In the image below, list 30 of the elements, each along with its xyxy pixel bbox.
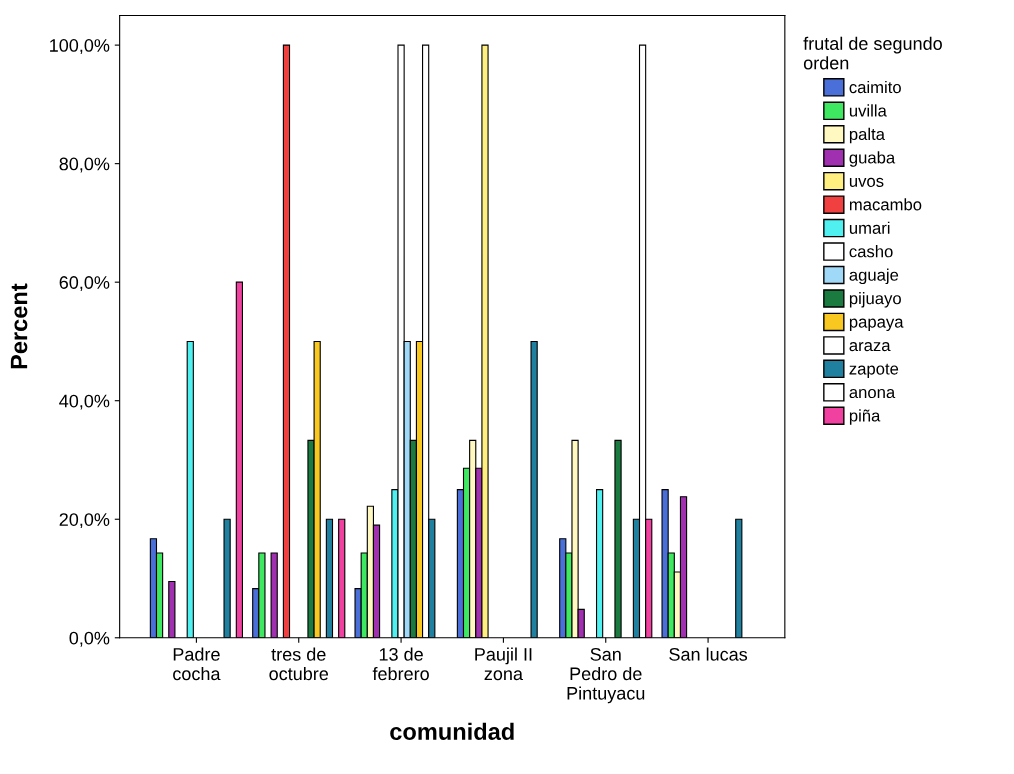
x-tick-label: Padre cocha bbox=[173, 647, 221, 681]
legend-label: guaba bbox=[849, 151, 896, 167]
legend-label: pijuayo bbox=[849, 292, 901, 308]
legend-label: aguaje bbox=[849, 268, 899, 285]
legend-label: uvos bbox=[849, 177, 884, 187]
x-axis-title: comunidad bbox=[390, 722, 514, 741]
x-tick-label: Paujil II zona bbox=[475, 647, 532, 681]
legend-label: caimito bbox=[849, 80, 901, 94]
legend-label: uvilla bbox=[849, 104, 887, 117]
y-tick-label: 20,0% bbox=[59, 513, 110, 529]
x-tick-label: San lucas bbox=[669, 647, 748, 661]
legend-label: macambo bbox=[849, 198, 922, 211]
legend-label: umari bbox=[849, 221, 890, 234]
x-tick-label: San Pedro de Pintuyacu bbox=[567, 647, 645, 704]
legend-label: papaya bbox=[849, 318, 904, 332]
y-tick-label: 0,0% bbox=[69, 631, 110, 647]
legend-label: anona bbox=[849, 388, 896, 399]
legend-label: araza bbox=[849, 342, 891, 352]
legend-label: casho bbox=[849, 245, 893, 258]
y-axis-title: Percent bbox=[10, 283, 28, 369]
x-tick-label: 13 de febrero bbox=[372, 647, 429, 681]
x-tick-label: tres de octubre bbox=[269, 647, 329, 681]
y-tick-label: 80,0% bbox=[59, 157, 110, 173]
legend-title: frutal de segundo orden bbox=[803, 36, 942, 70]
legend-label: palta bbox=[849, 127, 885, 144]
legend-label: piña bbox=[849, 409, 881, 425]
legend-label: zapote bbox=[849, 363, 899, 378]
y-tick-label: 40,0% bbox=[59, 394, 110, 410]
y-tick-label: 60,0% bbox=[59, 276, 110, 292]
y-tick-label: 100,0% bbox=[50, 39, 110, 54]
